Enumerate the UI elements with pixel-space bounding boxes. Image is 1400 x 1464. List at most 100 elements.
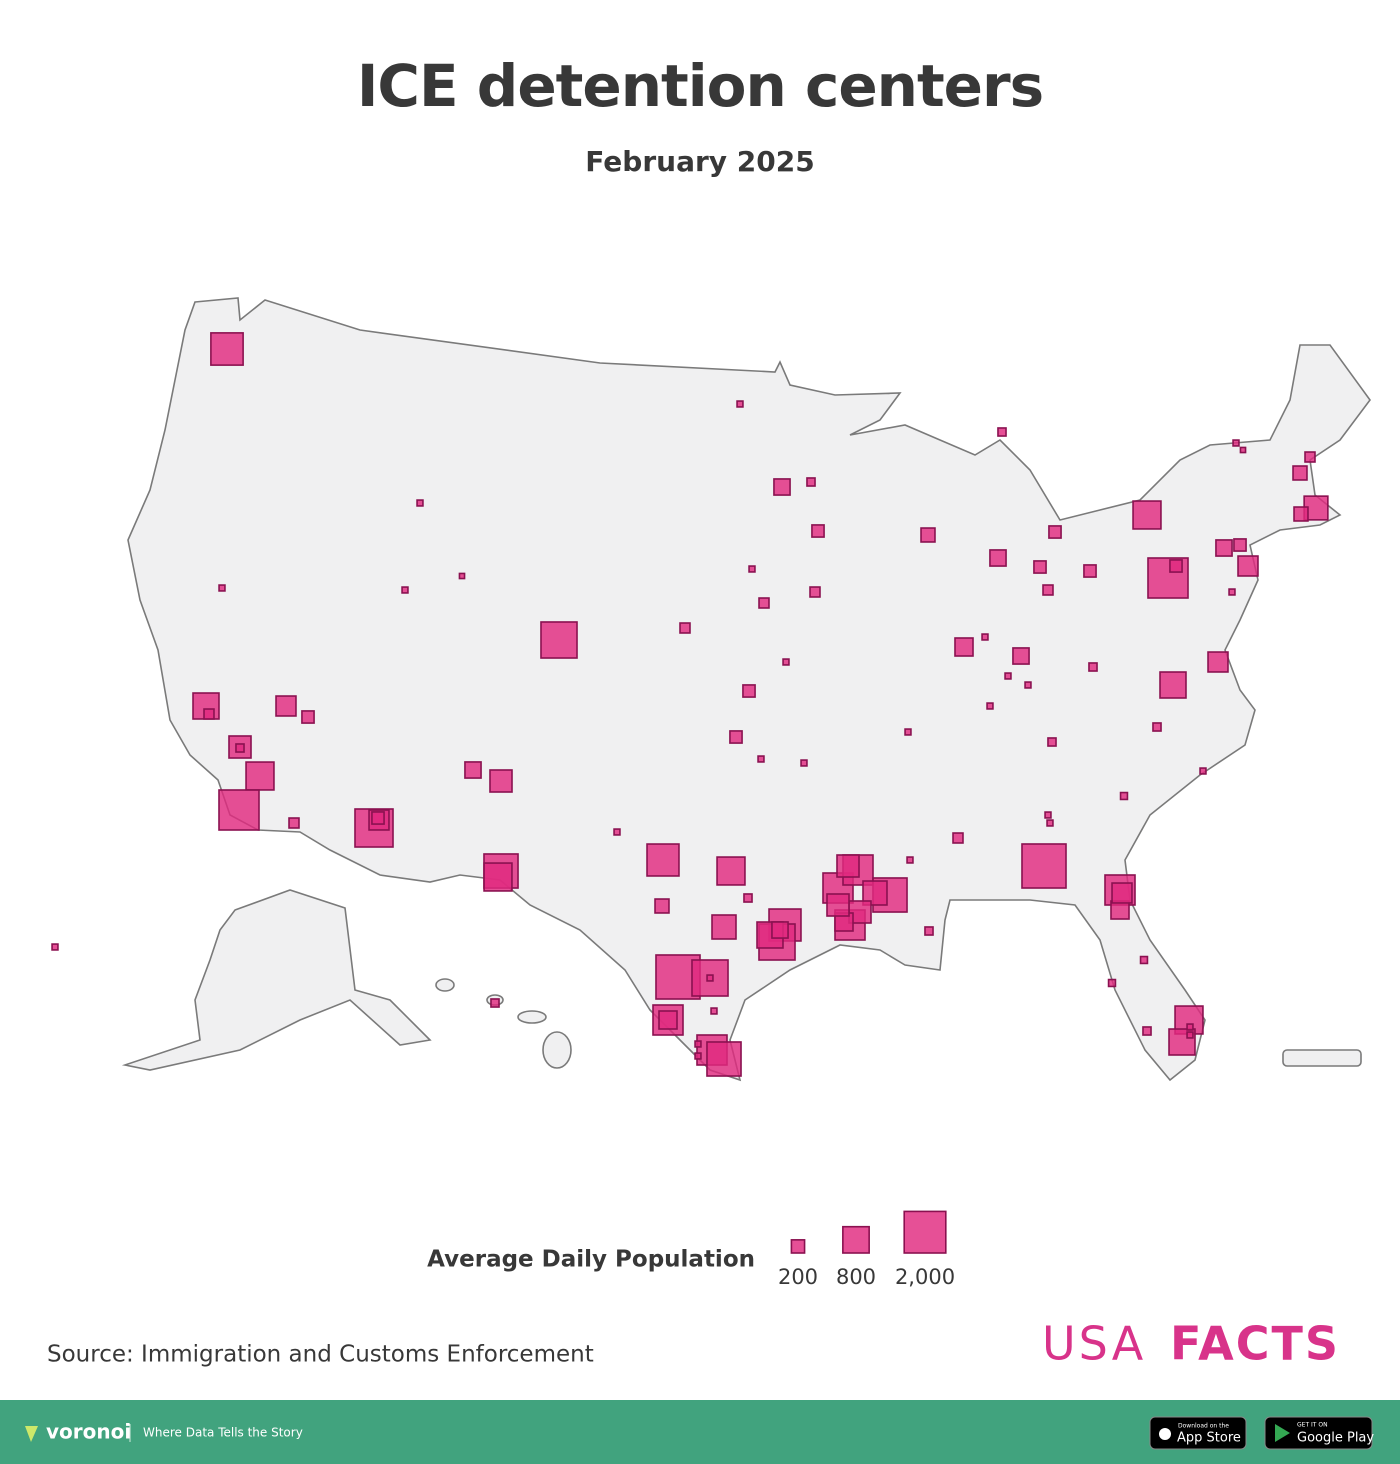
app-store-text: App Store (1177, 1431, 1241, 1446)
legend-square (790, 1239, 806, 1254)
alaska (121, 889, 432, 1071)
hawaii-island (435, 978, 455, 992)
google-play-button[interactable] (1264, 1416, 1373, 1450)
facility (1107, 978, 1117, 988)
facility (742, 684, 756, 698)
facility (782, 658, 790, 666)
facility (1228, 588, 1236, 596)
facility (301, 710, 315, 724)
facility (809, 586, 821, 598)
facility (235, 743, 245, 753)
facility (706, 974, 714, 982)
facility (986, 702, 994, 710)
puerto-rico (1282, 1049, 1362, 1067)
facility (711, 914, 737, 940)
facility (906, 856, 914, 864)
facility (1186, 1031, 1194, 1039)
facility (288, 817, 300, 829)
app-store-button[interactable] (1149, 1416, 1247, 1450)
facility (1169, 559, 1183, 573)
facility (490, 998, 500, 1008)
facility (1304, 451, 1316, 463)
facility (1142, 1026, 1152, 1036)
facility (1152, 722, 1162, 732)
app-store-small: Download on the (1178, 1423, 1229, 1430)
facility (1233, 538, 1247, 552)
facility (954, 637, 974, 657)
facility (218, 789, 260, 831)
legend-title: Average Daily Population (427, 1247, 755, 1273)
facility (716, 856, 746, 886)
facility (952, 832, 964, 844)
legend-square (842, 1225, 870, 1254)
facility (1215, 539, 1233, 557)
google-play-small: GET IT ON (1297, 1422, 1328, 1429)
facility (218, 584, 226, 592)
legend: Average Daily Population 200 800 2,000 (427, 1210, 955, 1289)
facility (800, 759, 808, 767)
facility (483, 862, 513, 892)
logo-usa: USA (1042, 1317, 1146, 1371)
facility (806, 477, 816, 487)
facility (371, 811, 385, 825)
facility (401, 586, 409, 594)
facility (1119, 791, 1129, 801)
facility (416, 499, 424, 507)
facility (981, 633, 989, 641)
facility (694, 1052, 702, 1060)
facility (1083, 564, 1097, 578)
facility (1159, 671, 1187, 699)
legend-label: 800 (836, 1265, 876, 1289)
facility (51, 943, 59, 951)
facility (489, 769, 513, 793)
facility (736, 400, 744, 408)
facility (1047, 737, 1057, 747)
facility (924, 926, 934, 936)
facility (1088, 662, 1098, 672)
facility (1012, 647, 1030, 665)
facility (1292, 465, 1308, 481)
facility (1024, 681, 1032, 689)
facility (757, 755, 765, 763)
facility (1048, 525, 1062, 539)
footer: voronoi Where Data Tells the Story Downl… (0, 1400, 1400, 1464)
brand-icon (25, 1426, 38, 1442)
facility (1207, 651, 1229, 673)
facility (729, 730, 743, 744)
google-play-text: Google Play (1297, 1431, 1374, 1446)
facility (920, 527, 936, 543)
facility (771, 921, 789, 939)
facility (1111, 882, 1133, 904)
facility (1042, 584, 1054, 596)
facility (1237, 555, 1259, 577)
facility (1139, 955, 1149, 965)
hawaii-island (517, 1010, 547, 1024)
facility (1293, 506, 1309, 522)
facility (658, 1010, 678, 1030)
play-icon (1275, 1424, 1290, 1442)
logo-facts: FACTS (1170, 1317, 1340, 1371)
facility (862, 880, 888, 906)
brand: voronoi (46, 1420, 131, 1444)
facility (1132, 500, 1162, 530)
facility (1168, 1028, 1196, 1056)
facility (748, 565, 756, 573)
facility (464, 761, 482, 779)
facility (646, 843, 680, 877)
legend-label: 2,000 (895, 1265, 955, 1289)
tagline: Where Data Tells the Story (143, 1426, 303, 1440)
facility (904, 728, 912, 736)
facility (1239, 446, 1247, 454)
facility (710, 1007, 718, 1015)
facility (613, 828, 621, 836)
facility (1046, 819, 1054, 827)
facility (758, 597, 770, 609)
source: Source: Immigration and Customs Enforcem… (47, 1342, 594, 1368)
facility (210, 332, 244, 366)
facility (811, 524, 825, 538)
facility (1044, 811, 1052, 819)
facility (275, 695, 297, 717)
